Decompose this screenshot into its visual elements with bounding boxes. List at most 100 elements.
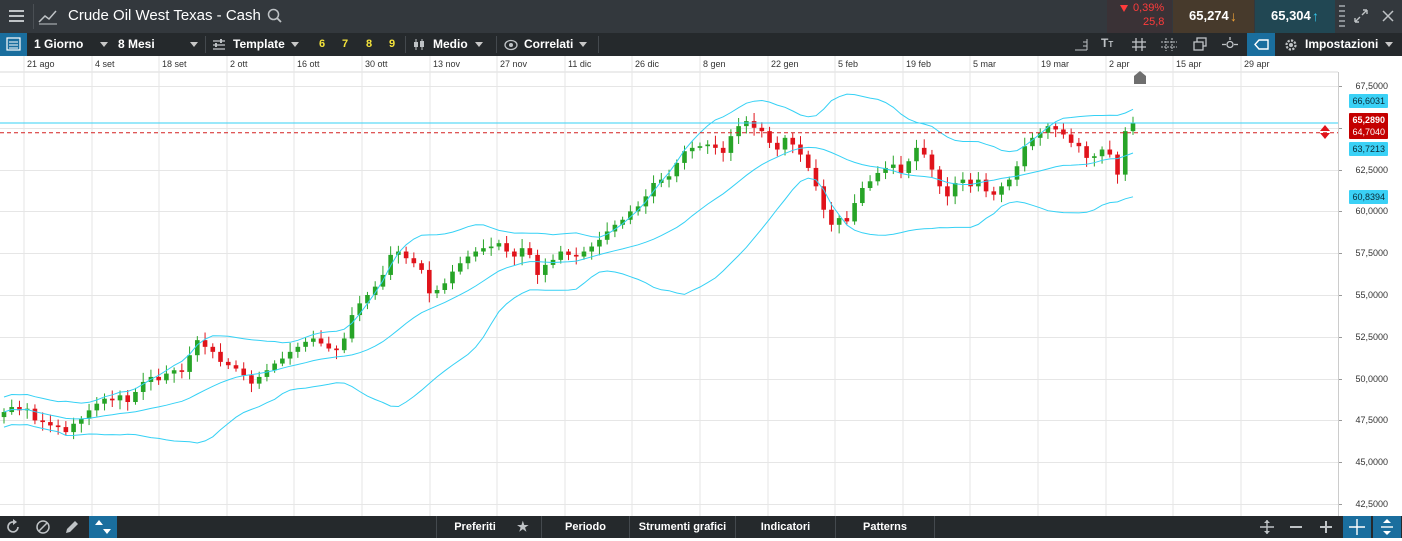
candle-body <box>589 246 594 252</box>
chart-type-icon[interactable] <box>36 4 60 29</box>
x-axis: 21 ago 4 set 18 set 2 ott 16 ott 30 ott 13 nov… <box>0 58 1340 71</box>
x-tick-label: 26 dic <box>635 59 660 69</box>
settings-gear-icon[interactable] <box>1283 37 1299 53</box>
candle-body <box>952 182 958 197</box>
middle-band-line <box>3 146 1134 420</box>
candle-body <box>1107 149 1113 155</box>
x-tick-label: 16 ott <box>297 59 320 69</box>
lower-band-line <box>3 177 1134 444</box>
x-tick-label: 15 apr <box>1176 59 1202 69</box>
period-select[interactable]: 8 Mesi <box>118 33 200 56</box>
crosshair-grid-icon[interactable] <box>1160 36 1178 53</box>
candle-body <box>411 258 417 264</box>
correlated-select[interactable]: Correlati <box>524 33 594 56</box>
x-tick-label: 2 apr <box>1109 59 1130 69</box>
candle-body <box>187 355 192 372</box>
candle-body <box>852 203 857 222</box>
preset-7-button[interactable]: 7 <box>342 38 349 50</box>
price-line-handle-icon[interactable] <box>1319 125 1331 139</box>
candle-body <box>256 376 262 384</box>
candle-body <box>519 248 525 257</box>
change-points: 25,8 <box>1143 16 1165 28</box>
template-select[interactable]: Template <box>233 33 303 56</box>
change-down-icon <box>1120 5 1128 12</box>
preset-8-button[interactable]: 8 <box>366 38 373 50</box>
candle-body <box>365 295 370 304</box>
chart-style-icon[interactable] <box>413 38 427 51</box>
candle-body <box>357 303 363 316</box>
chart-style-select[interactable]: Medio <box>433 33 493 56</box>
sort-toggle-icon[interactable] <box>89 516 117 538</box>
expand-icon[interactable] <box>1353 8 1369 24</box>
price-chart[interactable] <box>0 56 1402 516</box>
change-box: 0,39% 25,8 <box>1107 0 1172 33</box>
candle-body <box>705 144 710 147</box>
x-tick-label: 19 feb <box>906 59 932 69</box>
chevron-down-icon <box>1385 42 1393 47</box>
timeframe-label: 1 Giorno <box>34 37 84 51</box>
drawing-tools-button[interactable]: Strumenti grafici <box>629 516 735 538</box>
scroll-handle-icon[interactable] <box>1337 2 1347 31</box>
candle-body <box>798 144 803 155</box>
x-tick-label: 2 ott <box>230 59 248 69</box>
candle-body <box>1092 156 1097 158</box>
period-button[interactable]: Periodo <box>541 516 629 538</box>
candle-body <box>179 370 185 372</box>
refresh-icon[interactable] <box>5 519 21 535</box>
favorites-label: Preferiti <box>454 521 496 533</box>
chevron-down-icon <box>579 42 587 47</box>
grid-icon[interactable] <box>1131 36 1147 53</box>
favorites-button[interactable]: Preferiti ★ <box>436 516 541 538</box>
bottom-bar: Preferiti ★ Periodo Strumenti grafici In… <box>0 516 1402 538</box>
sell-button[interactable]: 65,274 ↓ <box>1173 0 1254 33</box>
candle-body <box>860 187 865 204</box>
fit-icon[interactable] <box>1259 519 1275 535</box>
correlated-icon[interactable] <box>504 39 518 51</box>
candle-body <box>1076 142 1082 147</box>
settings-select[interactable]: Impostazioni <box>1305 33 1400 56</box>
candle-body <box>836 218 842 225</box>
y-tick-label: 62,5000 <box>1355 164 1388 175</box>
vertical-expand-icon[interactable] <box>1373 516 1401 538</box>
y-tick-label: 47,5000 <box>1355 414 1388 425</box>
x-tick-label: 13 nov <box>433 59 461 69</box>
text-size-icon[interactable]: TT <box>1101 36 1114 50</box>
x-tick-label: 19 mar <box>1041 59 1070 69</box>
y-tick-label: 57,5000 <box>1355 247 1388 258</box>
list-view-icon[interactable] <box>0 33 27 56</box>
ruler-icon[interactable] <box>1073 37 1089 52</box>
candle-body <box>280 358 285 364</box>
search-icon[interactable] <box>267 8 283 24</box>
template-icon[interactable] <box>212 38 226 51</box>
candle-body <box>442 283 448 290</box>
preset-9-button[interactable]: 9 <box>389 38 396 50</box>
zoom-in-icon[interactable] <box>1320 520 1332 534</box>
patterns-button[interactable]: Patterns <box>835 516 935 538</box>
change-percent: 0,39% <box>1133 2 1165 14</box>
candle-body <box>1061 129 1066 135</box>
chart-area[interactable]: 21 ago 4 set 18 set 2 ott 16 ott 30 ott 13 nov… <box>0 56 1402 516</box>
crosshair-toggle-icon[interactable] <box>1343 516 1371 538</box>
candle-body <box>774 142 780 150</box>
menu-icon[interactable] <box>0 0 33 33</box>
preset-6-button[interactable]: 6 <box>319 38 326 50</box>
clear-icon[interactable] <box>35 519 51 535</box>
pencil-icon[interactable] <box>64 519 80 535</box>
instrument-name[interactable]: Crude Oil West Texas - Cash <box>68 7 261 24</box>
indicators-button[interactable]: Indicatori <box>735 516 835 538</box>
candle-body <box>805 154 811 168</box>
zoom-out-icon[interactable] <box>1290 526 1302 528</box>
buy-button[interactable]: 65,304 ↑ <box>1255 0 1335 33</box>
close-icon[interactable] <box>1381 9 1395 23</box>
candle-body <box>914 147 919 162</box>
candle-body <box>117 395 123 401</box>
x-tick-label: 11 dic <box>568 59 592 69</box>
candle-body <box>434 289 440 294</box>
layers-icon[interactable] <box>1192 37 1208 52</box>
crosshair-icon[interactable] <box>1221 36 1239 53</box>
timeframe-select[interactable]: 1 Giorno <box>34 33 114 56</box>
candle-body <box>566 251 571 255</box>
scroll-home-icon[interactable] <box>1133 70 1147 85</box>
y-tick-label: 67,5000 <box>1355 80 1388 91</box>
price-label-button[interactable] <box>1247 33 1275 56</box>
